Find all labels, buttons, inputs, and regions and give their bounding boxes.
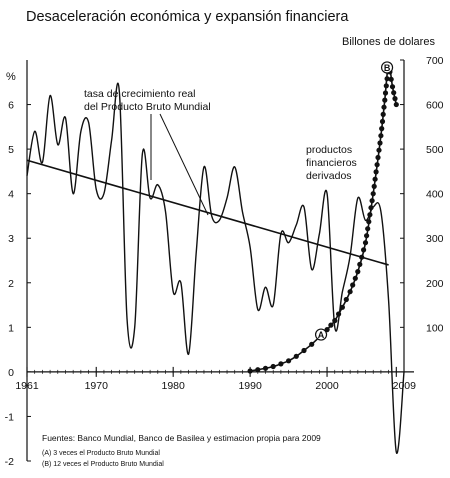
x-tick-label: 2000 [315,380,339,392]
derivatives-point [278,361,284,367]
right-axis-label: Billones de dolares [342,36,435,48]
marker-b [380,61,394,74]
left-tick-label: 5 [8,144,14,156]
derivatives-point [379,118,386,125]
marker-label-a: A [318,330,325,340]
derivatives-point [368,205,374,211]
left-tick-label: -2 [5,456,14,468]
derivatives-point [301,347,307,354]
derivatives-point [343,296,349,303]
derivatives-point [336,311,342,317]
derivatives-point [352,275,358,281]
derivatives-point [391,90,397,96]
derivatives-point [364,233,370,239]
derivatives-point [247,368,253,374]
marker-a [314,328,328,341]
derivatives-point [370,191,376,197]
derivatives-point [361,247,367,253]
derivatives-point [388,76,394,82]
axes: 1961 1970 1980 1990 2000 2009 -2 -1 0 1 2 3 4 5 6 100 20… [5,55,444,468]
derivatives-point [262,365,269,371]
derivatives-point [382,97,388,103]
gdp-growth-line [26,82,405,454]
derivatives-point [380,111,386,117]
annotation-gdp-line2: del Producto Bruto Mundial [84,101,211,113]
left-tick-label: 1 [8,322,14,334]
right-tick-label: 600 [426,100,444,112]
derivatives-point [309,341,315,347]
annotation-derivatives-line2: financieros [306,157,357,169]
right-tick-label: 700 [426,55,444,67]
derivatives-point [286,358,292,364]
derivatives-line [249,63,398,372]
right-tick-label: 100 [426,322,444,334]
left-tick-label: 0 [8,367,14,379]
derivatives-point [374,162,380,168]
left-tick-label: -1 [5,411,14,423]
derivatives-point [293,353,299,359]
derivatives-point [376,147,382,153]
left-tick-label: 4 [8,189,14,201]
chart-title: Desaceleración económica y expansión fin… [26,9,349,25]
derivatives-point [371,183,377,189]
series-layer [26,61,405,454]
derivatives-point [359,254,365,260]
right-tick-label: 200 [426,278,444,290]
derivatives-point [384,76,390,82]
x-tick-label: 2009 [393,380,417,392]
annotation-gdp-pointer-2 [159,113,209,216]
derivatives-point [393,101,399,108]
annotation-derivatives-line1: productos [306,144,352,156]
derivatives-point [328,322,334,328]
annotation-gdp-line1: tasa de crecimiento real [84,88,195,100]
derivatives-point [357,261,363,267]
derivatives-point [382,90,389,96]
x-tick-label: 1980 [162,380,186,392]
derivatives-point [389,84,396,90]
derivatives-point [379,126,385,132]
right-tick-label: 300 [426,233,444,245]
footnote-a: (A) 3 veces el Producto Bruto Mundial [42,450,160,457]
x-tick-label: 1970 [85,380,109,392]
derivatives-point [377,140,383,146]
footnote-b: (B) 12 veces el Producto Bruto Mundial [42,461,164,468]
derivatives-point [369,198,375,204]
derivatives-point [365,226,371,232]
trend-line [26,159,389,266]
derivatives-point [255,367,261,373]
derivatives-point [270,363,276,370]
x-tick-label: 1990 [238,380,262,392]
footnote-sources: Fuentes: Banco Mundial, Banco de Basilea… [42,433,321,443]
derivatives-point [373,169,379,175]
right-tick-label: 500 [426,144,444,156]
derivatives-point [375,154,381,161]
marker-label-b: B [384,63,391,73]
left-tick-label: 6 [8,100,14,112]
derivatives-point [355,269,361,275]
right-tick-label: 400 [426,189,444,201]
derivatives-point [362,240,369,246]
derivatives-point [372,176,378,182]
annotation-derivatives-line3: derivados [306,170,352,182]
derivatives-point [332,318,338,324]
left-tick-label: 2 [8,278,14,290]
x-tick-label: 1961 [15,380,39,392]
derivatives-point [339,304,345,310]
derivatives-point [350,282,356,288]
derivatives-point [367,212,373,218]
derivatives-point [378,133,384,139]
derivatives-point [366,219,372,225]
derivatives-point [383,83,389,89]
derivatives-point [392,96,398,102]
left-tick-label: 3 [8,233,14,245]
derivatives-point [381,104,387,110]
derivatives-point [347,289,353,295]
left-axis-label: % [6,71,16,83]
